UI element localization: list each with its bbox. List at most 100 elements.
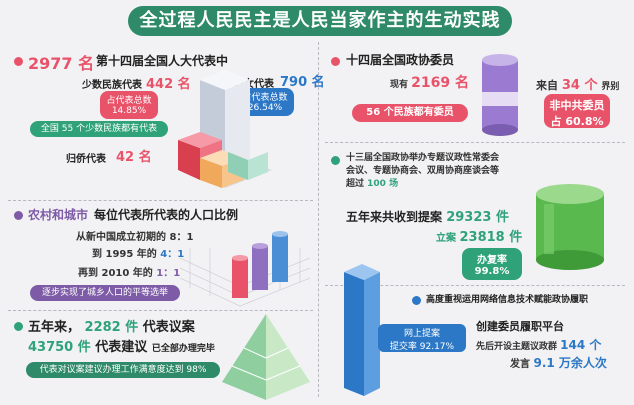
block-green-front — [228, 152, 248, 180]
ratio-line-3-value: 1：1 — [156, 268, 181, 279]
cppcc-heading: 十四届全国政协委员 — [346, 53, 455, 67]
cppcc-from-value: 34 个 — [561, 78, 598, 93]
topics-value: 144 个 — [560, 338, 602, 352]
pyramid-right-face — [266, 314, 310, 400]
minority-share-label: 占代表总数 — [106, 96, 152, 106]
proposals-heading-3-value: 100 场 — [367, 179, 399, 189]
returnee-value: 42 名 — [116, 150, 152, 165]
minority-share-value: 14.85% — [111, 106, 147, 116]
online-block-illustration — [344, 264, 380, 396]
suggestions-label: 代表建议 — [95, 340, 148, 355]
proposals-received: 五年来共收到提案 29323 件 — [346, 206, 509, 225]
completion-label: 办复率 — [477, 255, 507, 266]
proposals-heading-1: 十三届全国政协举办专题议政性常委会 — [346, 153, 500, 163]
minority-value: 442 名 — [146, 77, 191, 92]
minority-note-pill: 全国 55 个少数民族都有代表 — [30, 121, 168, 137]
minority-share-pill: 占代表总数 14.85% — [100, 91, 158, 119]
bullet-dot — [331, 57, 340, 66]
proposals-heading-3: 超过 100 场 — [346, 176, 398, 189]
cylinder-stripe — [544, 204, 554, 254]
online-heading: 高度重视运用网络信息技术赋能政协履职 — [426, 295, 589, 305]
ratio-line-1: 从新中国成立初期的 8：1 — [76, 232, 194, 243]
ratio-line-2-prefix: 到 1995 年的 — [92, 249, 157, 260]
speeches-line: 发言 9.1 万余人次 — [510, 354, 607, 371]
cylinder-blue — [272, 234, 288, 282]
cylinder-top — [536, 184, 604, 204]
bullet-dot — [14, 57, 23, 66]
speeches-value: 9.1 万余人次 — [533, 356, 607, 370]
motions-value: 2282 件 — [84, 320, 139, 335]
online-rate: 提交率 92.17% — [389, 342, 455, 352]
online-label: 网上提案 — [403, 329, 440, 339]
block-women-top — [200, 70, 250, 90]
bullet-dot — [412, 296, 421, 305]
proposals-heading-2: 会议、专题协商会、双周协商座谈会等 — [346, 166, 500, 176]
pyramid-left-face — [222, 314, 266, 400]
cylinder-red — [232, 258, 248, 298]
divider-right-2 — [325, 285, 625, 286]
nonparty-label: 非中共委员 — [549, 99, 605, 112]
platform-label: 创建委员履职平台 — [476, 320, 564, 333]
divider-vertical — [318, 42, 319, 397]
block-minority-front — [178, 140, 200, 180]
suggestions-line: 43750 件 代表建议 已全部办理完毕 — [28, 336, 215, 355]
women-share-label: 占代表总数 — [242, 93, 288, 103]
ratio-bars-illustration — [180, 231, 310, 307]
divider-left-2 — [8, 310, 313, 311]
cppcc-current: 现有 2169 名 — [390, 72, 469, 92]
proposals-cylinder-illustration — [536, 184, 604, 270]
minority-label: 少数民族代表 — [82, 80, 142, 91]
nonparty-pill: 非中共委员 占 60.8% — [544, 94, 610, 128]
proposals-heading-3-prefix: 超过 — [346, 179, 365, 189]
ratio-note-pill: 逐步实现了城乡人口的平等选举 — [30, 285, 180, 301]
motions-label: 代表议案 — [142, 320, 195, 335]
cppcc-from-suffix: 界别 — [601, 82, 620, 92]
speeches-prefix: 发言 — [510, 359, 530, 370]
block-returnee-front — [200, 158, 222, 188]
topics-prefix: 先后开设主题议政群 — [476, 342, 558, 352]
cylinder-bottom — [536, 250, 604, 270]
proposals-label: 五年来共收到提案 — [346, 210, 443, 224]
filed-label: 立案 — [436, 233, 456, 244]
block-top — [344, 264, 380, 280]
women-share-value: 26.54% — [247, 103, 283, 113]
motions-prefix: 五年来， — [28, 320, 81, 335]
cppcc-from-label: 来自 — [536, 79, 558, 92]
cylinder-band — [482, 92, 518, 106]
deputies-label: 第十四届全国人大代表中 — [96, 54, 229, 68]
block-minority-top — [178, 132, 222, 148]
bullet-dot — [14, 211, 23, 220]
topics-line: 先后开设主题议政群 144 个 — [476, 336, 601, 353]
block-women-side — [225, 80, 250, 170]
page-title: 全过程人民民主是人民当家作主的生动实践 — [128, 6, 512, 36]
bullet-dot — [331, 156, 340, 165]
women-value: 790 名 — [280, 75, 325, 90]
cylinder-purple-top — [252, 243, 268, 249]
ethnic-note-pill: 56 个民族都有委员 — [352, 104, 468, 122]
completion-pill: 办复率 99.8% — [462, 248, 522, 280]
cylinder-purple — [252, 246, 268, 290]
ratio-line-3: 再到 2010 年的 1：1 — [78, 264, 180, 279]
divider-left-1 — [8, 200, 313, 201]
cppcc-current-value: 2169 名 — [411, 75, 469, 91]
ratio-heading: 每位代表所代表的人口比例 — [94, 208, 239, 222]
online-rate-pill: 网上提案 提交率 92.17% — [378, 324, 466, 352]
proposals-value: 29323 件 — [446, 210, 509, 225]
ratio-line-3-prefix: 再到 2010 年的 — [78, 268, 153, 279]
block-front — [344, 272, 364, 396]
bullet-dot — [14, 322, 23, 331]
pyramid-illustration — [222, 314, 310, 400]
block-green-side — [248, 152, 268, 180]
cppcc-from: 来自 34 个 界别 — [536, 74, 619, 93]
filed-value: 23818 件 — [459, 230, 523, 245]
returnee-label: 归侨代表 — [66, 154, 106, 165]
deputies-count: 2977 名 — [28, 54, 95, 73]
cppcc-current-label: 现有 — [390, 80, 409, 90]
divider-right-1 — [325, 142, 625, 143]
completion-value: 99.8% — [474, 266, 510, 277]
women-label: 妇女代表 — [234, 79, 274, 90]
done-label: 已全部办理完毕 — [151, 344, 215, 354]
cylinder-blue-top — [272, 231, 288, 237]
cppcc-cylinder-illustration — [482, 54, 518, 136]
nonparty-value: 占 60.8% — [550, 115, 604, 128]
